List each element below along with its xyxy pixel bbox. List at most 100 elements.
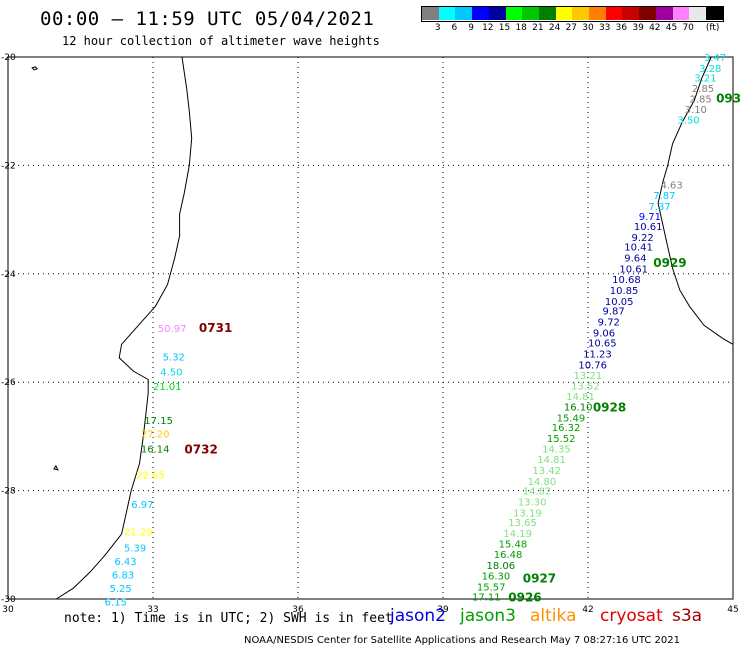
legend-s3a: s3a: [672, 606, 703, 626]
latitude-tick-label: -26: [1, 378, 16, 388]
color-scale-label: 21: [532, 23, 544, 33]
color-swatch: [455, 7, 473, 20]
legend-jason2: jason2: [390, 606, 446, 626]
pass-time-label: 0927: [523, 571, 556, 585]
pass-time-label: 0926: [508, 590, 541, 604]
pass-time-label: 0929: [653, 256, 686, 270]
wave-height-value: 13.52: [571, 381, 600, 392]
wave-height-value: 3.21: [694, 74, 716, 85]
wave-height-value: 15.57: [477, 583, 506, 594]
longitude-tick-label: 33: [147, 605, 158, 615]
color-scale-bar: [421, 6, 724, 22]
latitude-tick-label: -24: [1, 270, 16, 280]
wave-height-value: 7.87: [653, 191, 675, 202]
color-scale-label: 9: [468, 23, 474, 33]
color-swatch: [605, 7, 623, 20]
wave-height-value: 13.30: [518, 497, 547, 508]
wave-height-value: 10.61: [619, 264, 648, 275]
color-swatch: [705, 7, 724, 20]
wave-height-value: 7.37: [648, 202, 670, 213]
wave-height-value: 16.14: [141, 444, 170, 455]
wave-height-value: 13.65: [508, 518, 537, 529]
wave-height-value: 14.19: [503, 529, 532, 540]
wave-height-value: 3.50: [677, 115, 699, 126]
longitude-tick-label: 42: [582, 605, 593, 615]
page-title: 00:00 – 11:59 UTC 05/04/2021: [40, 8, 375, 30]
wave-height-value: 22.65: [136, 470, 165, 481]
wave-height-value: 15.52: [547, 434, 576, 445]
inland-lake: [31, 66, 39, 71]
wave-height-value: 5.25: [110, 584, 132, 595]
color-scale-label: 27: [565, 23, 578, 33]
color-scale-label: 30: [582, 23, 594, 33]
credit-line: NOAA/NESDIS Center for Satellite Applica…: [244, 635, 680, 646]
map-frame: [7, 56, 734, 600]
wave-height-value: 16.32: [552, 423, 581, 434]
latitude-tick-label: -28: [1, 487, 16, 497]
wave-height-value: 21.01: [153, 382, 182, 393]
color-swatch: [522, 7, 540, 20]
wave-height-value: 6.15: [105, 598, 127, 609]
pass-time-label: 0731: [199, 321, 232, 335]
wave-height-value: 16.10: [564, 403, 593, 414]
color-scale-label: 42: [649, 23, 661, 33]
latitude-tick-label: -20: [1, 53, 16, 63]
wave-height-value: 9.87: [603, 307, 625, 318]
color-swatch: [689, 7, 707, 20]
color-swatch: [589, 7, 607, 20]
wave-height-value: 14.81: [566, 392, 595, 403]
wave-height-value: 3.28: [699, 64, 721, 75]
wave-height-value: 9.64: [624, 254, 646, 265]
wave-height-value: 9.06: [593, 328, 615, 339]
color-swatch: [422, 7, 440, 20]
longitude-tick-label: 36: [292, 605, 304, 615]
wave-height-value: 13.42: [532, 466, 561, 477]
wave-height-value: 9.22: [632, 233, 654, 244]
latitude-tick-label: -22: [1, 161, 16, 171]
wave-height-value: 11.23: [583, 349, 612, 360]
color-scale-label: 3: [434, 23, 441, 33]
color-swatch: [505, 7, 523, 20]
wave-height-value: 3.47: [704, 53, 726, 64]
wave-height-value: 50.97: [158, 324, 187, 335]
wave-height-value: 10.85: [610, 286, 639, 297]
pass-time-label: 0732: [184, 442, 217, 456]
pass-time-label: 0928: [593, 401, 626, 415]
wave-height-value: 10.41: [624, 243, 653, 254]
color-swatch: [438, 7, 456, 20]
wave-height-value: 10.76: [578, 360, 607, 371]
wave-height-value: 14.35: [542, 444, 571, 455]
longitude-tick-label: 45: [727, 605, 738, 615]
wave-height-value: 10.61: [634, 222, 663, 233]
wave-height-value: 3.10: [685, 105, 707, 116]
madagascar-coastline: [657, 56, 734, 345]
inland-lake: [53, 464, 59, 471]
wave-height-value: 10.65: [588, 339, 617, 350]
wave-height-value: 6.83: [112, 571, 134, 582]
color-swatch: [655, 7, 673, 20]
longitude-tick-label: 39: [437, 605, 449, 615]
color-scale-label: 15: [498, 23, 511, 33]
wave-height-value: 15.48: [499, 540, 528, 551]
wave-height-value: 10.68: [612, 275, 641, 286]
pass-time-label: 0933: [716, 92, 740, 106]
color-scale-label: 70: [682, 23, 694, 33]
wave-height-value: 10.05: [605, 297, 634, 308]
wave-height-value: 27.20: [141, 430, 170, 441]
color-scale-label: 18: [515, 23, 527, 33]
africa-coastline: [56, 56, 193, 600]
color-swatch: [572, 7, 590, 20]
wave-height-value: 14.82: [523, 487, 552, 498]
wave-height-value: 16.48: [494, 550, 523, 561]
wave-height-value: 17.15: [144, 416, 173, 427]
color-scale-label: 24: [548, 23, 561, 33]
wave-height-value: 16.30: [482, 572, 511, 583]
color-scale-label: 45: [665, 23, 678, 33]
color-scale-label: 12: [482, 23, 494, 33]
legend-altika: altika: [530, 606, 577, 626]
wave-height-value: 15.49: [557, 413, 586, 424]
color-swatch: [672, 7, 690, 20]
wave-height-value: 17.11: [472, 592, 501, 603]
color-scale-unit: (ft): [705, 23, 720, 33]
